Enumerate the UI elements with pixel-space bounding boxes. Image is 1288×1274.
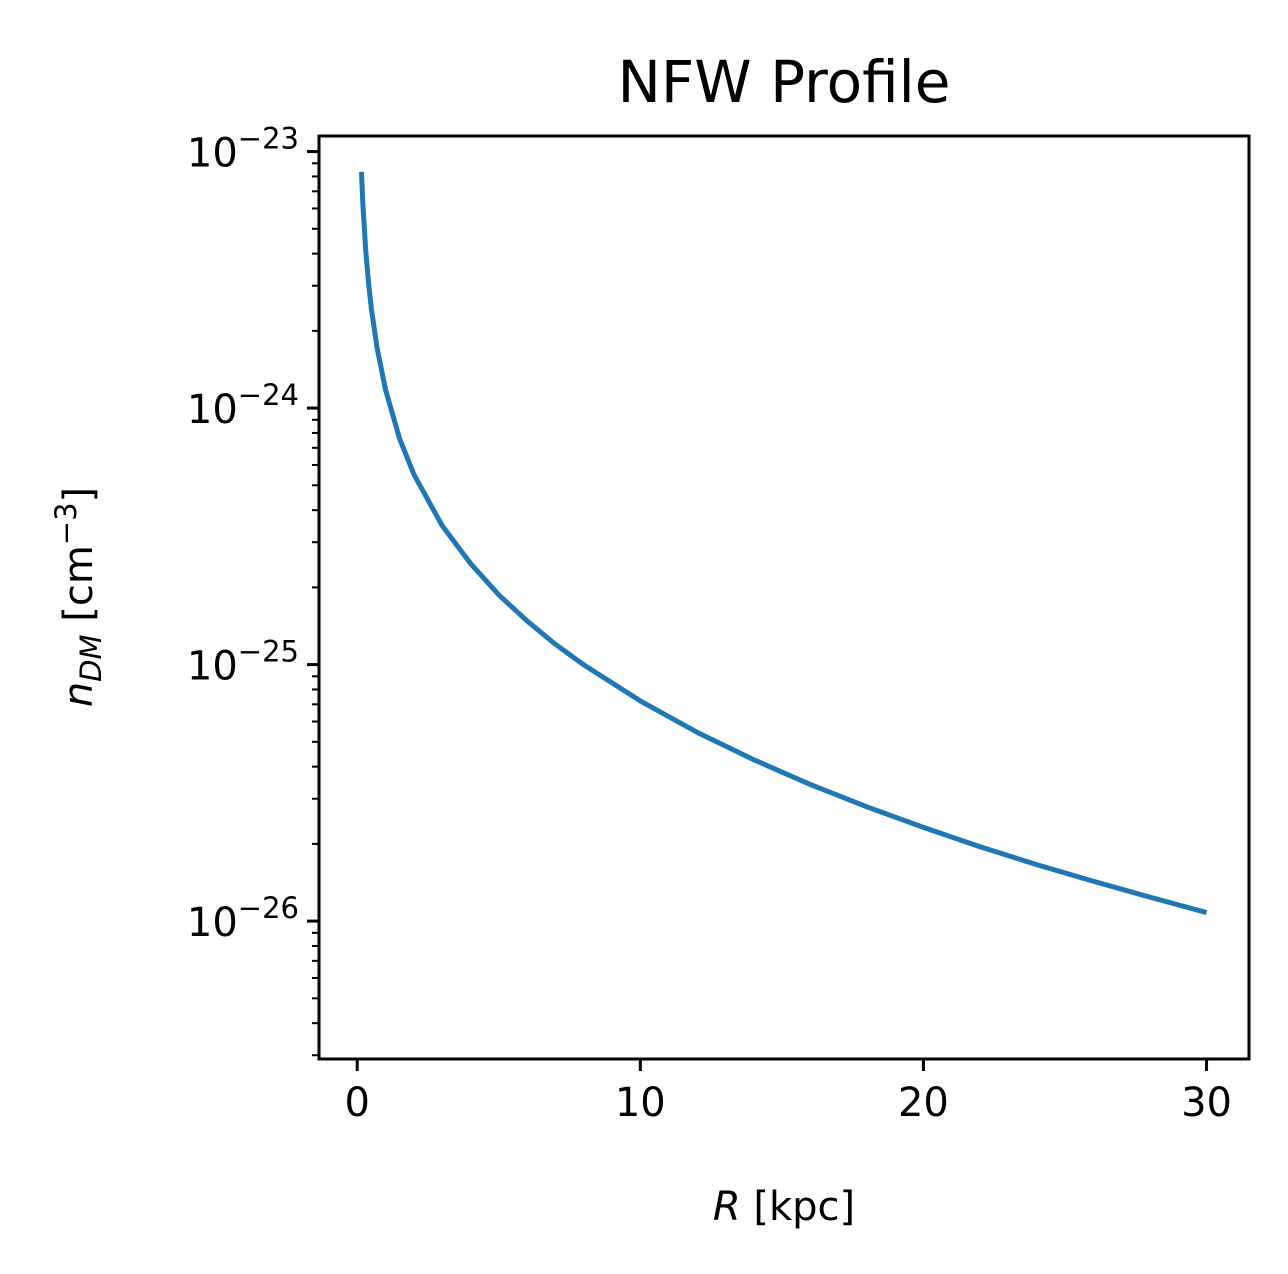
x-tick-label: 10: [615, 1080, 666, 1126]
chart-title: NFW Profile: [618, 48, 951, 116]
y-tick-label-exp: −24: [238, 378, 299, 412]
y-tick-label-exp: −25: [238, 635, 299, 669]
y-minor-ticks: [312, 162, 319, 1057]
y-tick-label: 10−26: [187, 891, 299, 946]
y-axis-label-unit-pre: [cm: [56, 545, 102, 634]
plot-frame: [317, 134, 1251, 1061]
y-tick-label-base: 10: [187, 131, 238, 177]
y-tick-label-base: 10: [187, 900, 238, 946]
y-tick-label-base: 10: [187, 644, 238, 690]
y-axis-label-unit-exp: −3: [49, 502, 83, 545]
y-tick-label-exp: −23: [238, 122, 299, 156]
y-axis-label: nDM [cm−3]: [49, 487, 108, 707]
y-tick-label: 10−24: [187, 378, 299, 433]
y-axis-label-sub: DM: [74, 634, 108, 681]
y-tick-label-exp: −26: [238, 891, 299, 925]
x-axis-ticks: 0 10 20 30: [344, 1059, 1232, 1126]
x-tick-label: 30: [1181, 1080, 1232, 1126]
x-axis-label-unit: [kpc]: [741, 1184, 855, 1230]
y-tick-label: 10−23: [187, 122, 299, 177]
x-tick-label: 20: [898, 1080, 949, 1126]
x-axis-label: R [kpc]: [713, 1184, 855, 1230]
y-tick-label: 10−25: [187, 635, 299, 690]
series-line-1: [358, 171, 1208, 915]
y-axis-label-unit-post: ]: [56, 487, 102, 503]
y-axis-label-var: n: [56, 682, 102, 707]
series-layer: [358, 171, 1208, 915]
x-axis-label-var: R: [713, 1184, 741, 1230]
x-tick-label: 0: [344, 1080, 369, 1126]
y-tick-label-base: 10: [187, 387, 238, 433]
